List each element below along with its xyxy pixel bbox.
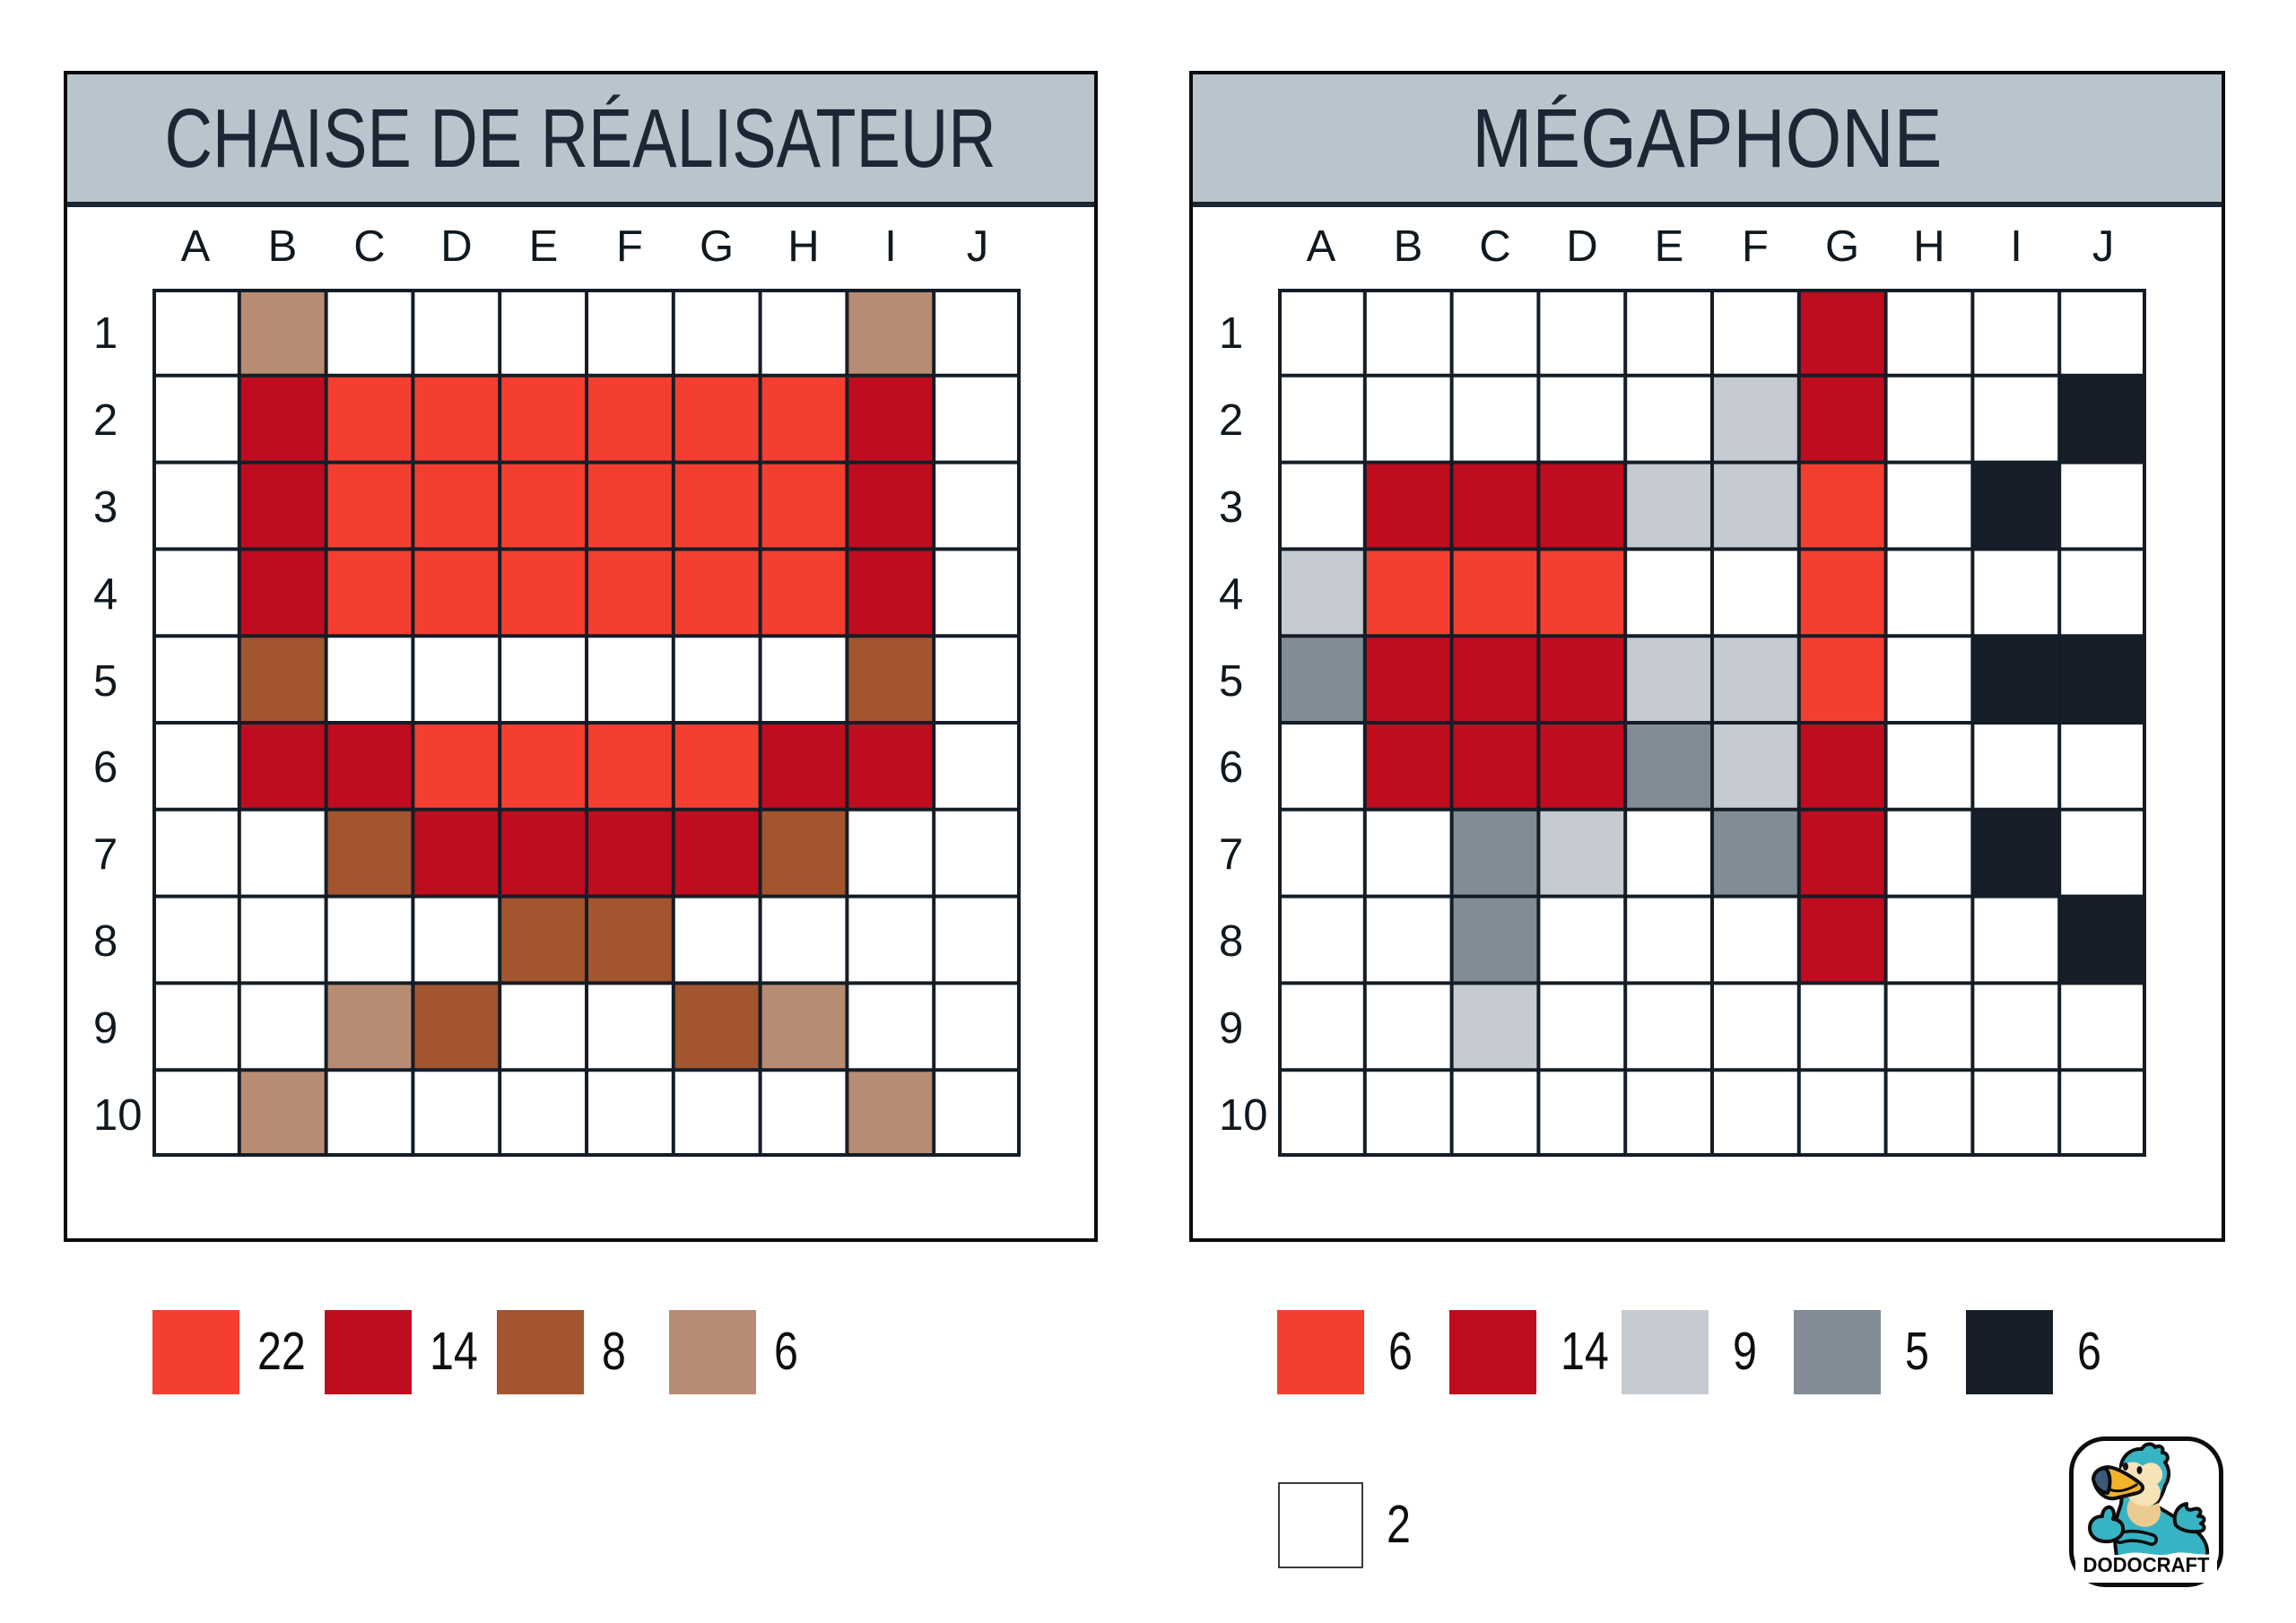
svg-text:DODOCRAFT: DODOCRAFT (2083, 1553, 2211, 1576)
